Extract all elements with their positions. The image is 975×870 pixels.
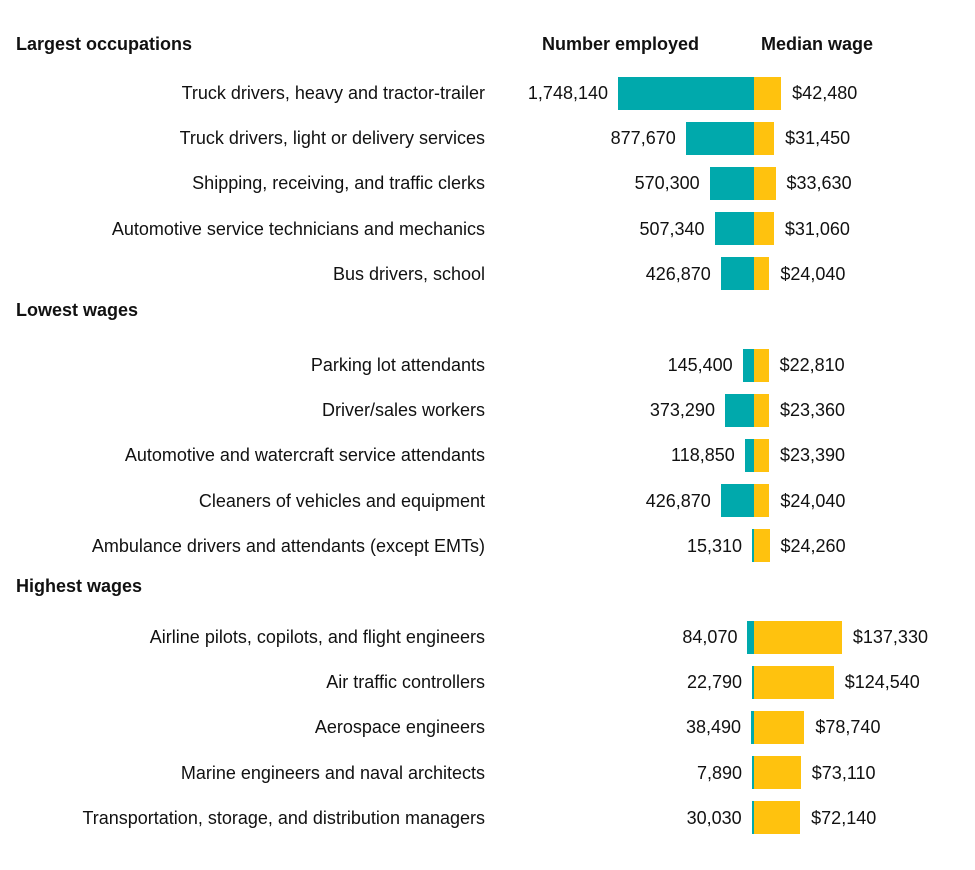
employment-bar xyxy=(744,438,754,472)
employment-label: 570,300 xyxy=(634,173,700,194)
occupation-label: Cleaners of vehicles and equipment xyxy=(198,490,485,511)
occupation-label: Marine engineers and naval architects xyxy=(180,762,485,783)
occupation-label: Ambulance drivers and attendants (except… xyxy=(91,535,485,556)
occupation-label: Truck drivers, light or delivery service… xyxy=(179,128,485,149)
employment-label: 118,850 xyxy=(671,445,735,466)
employment-label: 373,290 xyxy=(649,400,715,421)
wage-label: $42,480 xyxy=(792,83,858,103)
employment-bar xyxy=(724,393,754,427)
employment-label: 30,030 xyxy=(686,807,742,828)
employment-bar xyxy=(751,801,754,835)
occupation-label: Automotive and watercraft service attend… xyxy=(124,445,485,466)
group-title: Lowest wages xyxy=(16,300,139,320)
wage-bar xyxy=(754,257,770,291)
employment-label: 15,310 xyxy=(686,535,742,556)
employment-bar xyxy=(618,76,754,110)
wage-label: $22,810 xyxy=(779,355,845,375)
employment-label: 426,870 xyxy=(645,263,711,284)
employment-bar xyxy=(742,348,754,382)
occupation-label: Driver/sales workers xyxy=(321,400,485,421)
group-title: Highest wages xyxy=(16,576,143,596)
wage-bar xyxy=(754,76,782,110)
wage-label: $24,260 xyxy=(780,535,846,556)
wage-bar xyxy=(754,756,801,790)
employment-label: 877,670 xyxy=(610,128,676,149)
occupation-label: Air traffic controllers xyxy=(326,672,485,693)
employment-bar xyxy=(709,166,754,200)
occupation-label: Automotive service technicians and mecha… xyxy=(111,218,485,239)
wage-bar xyxy=(754,710,805,744)
employment-bar xyxy=(747,620,754,654)
employment-bar xyxy=(751,710,754,744)
occupation-label: Truck drivers, heavy and tractor-trailer xyxy=(181,83,485,103)
occupation-label: Parking lot attendants xyxy=(310,355,485,375)
wage-bar xyxy=(754,801,801,835)
wage-label: $72,140 xyxy=(811,807,877,828)
occupation-label: Transportation, storage, and distributio… xyxy=(82,807,485,828)
employment-label: 426,870 xyxy=(645,490,711,511)
occupation-label: Aerospace engineers xyxy=(314,717,485,738)
employment-label: 1,748,140 xyxy=(527,83,608,103)
header-number-employed: Number employed xyxy=(542,34,700,54)
occupation-label: Airline pilots, copilots, and flight eng… xyxy=(149,627,485,647)
employment-bar xyxy=(752,756,754,790)
wage-label: $24,040 xyxy=(780,263,846,284)
wage-label: $33,630 xyxy=(786,173,852,194)
employment-label: 22,790 xyxy=(686,672,742,693)
header-median-wage: Median wage xyxy=(761,34,874,54)
wage-label: $31,450 xyxy=(785,128,851,149)
employment-label: 38,490 xyxy=(685,717,742,738)
wage-bar xyxy=(754,484,770,518)
wage-label: $31,060 xyxy=(784,218,850,239)
employment-bar xyxy=(714,212,754,246)
wage-label: $23,390 xyxy=(779,445,846,466)
employment-label: 507,340 xyxy=(639,218,705,239)
wage-bar xyxy=(754,665,834,699)
employment-bar xyxy=(752,665,754,699)
wage-label: $137,330 xyxy=(852,627,928,647)
wage-bar xyxy=(754,620,842,654)
wage-bar xyxy=(754,438,769,472)
employment-bar xyxy=(720,484,754,518)
occupation-label: Shipping, receiving, and traffic clerks xyxy=(192,173,485,194)
wage-label: $23,360 xyxy=(779,400,846,421)
wage-bar xyxy=(754,166,776,200)
wage-bar xyxy=(754,121,775,155)
wage-label: $24,040 xyxy=(780,490,846,511)
wage-bar xyxy=(754,393,769,427)
employment-label: 7,890 xyxy=(696,762,742,783)
group-title: Largest occupations xyxy=(16,34,193,54)
occupation-label: Bus drivers, school xyxy=(332,263,485,284)
wage-label: $124,540 xyxy=(844,672,920,693)
wage-label: $73,110 xyxy=(811,762,876,783)
wage-bar xyxy=(754,348,769,382)
employment-bar xyxy=(720,257,754,291)
wage-bar xyxy=(754,212,774,246)
employment-bar xyxy=(685,121,754,155)
wage-bar xyxy=(754,529,770,563)
wage-label: $78,740 xyxy=(815,717,881,738)
employment-bar xyxy=(752,529,754,563)
employment-label: 84,070 xyxy=(682,627,738,647)
employment-label: 145,400 xyxy=(667,355,733,375)
